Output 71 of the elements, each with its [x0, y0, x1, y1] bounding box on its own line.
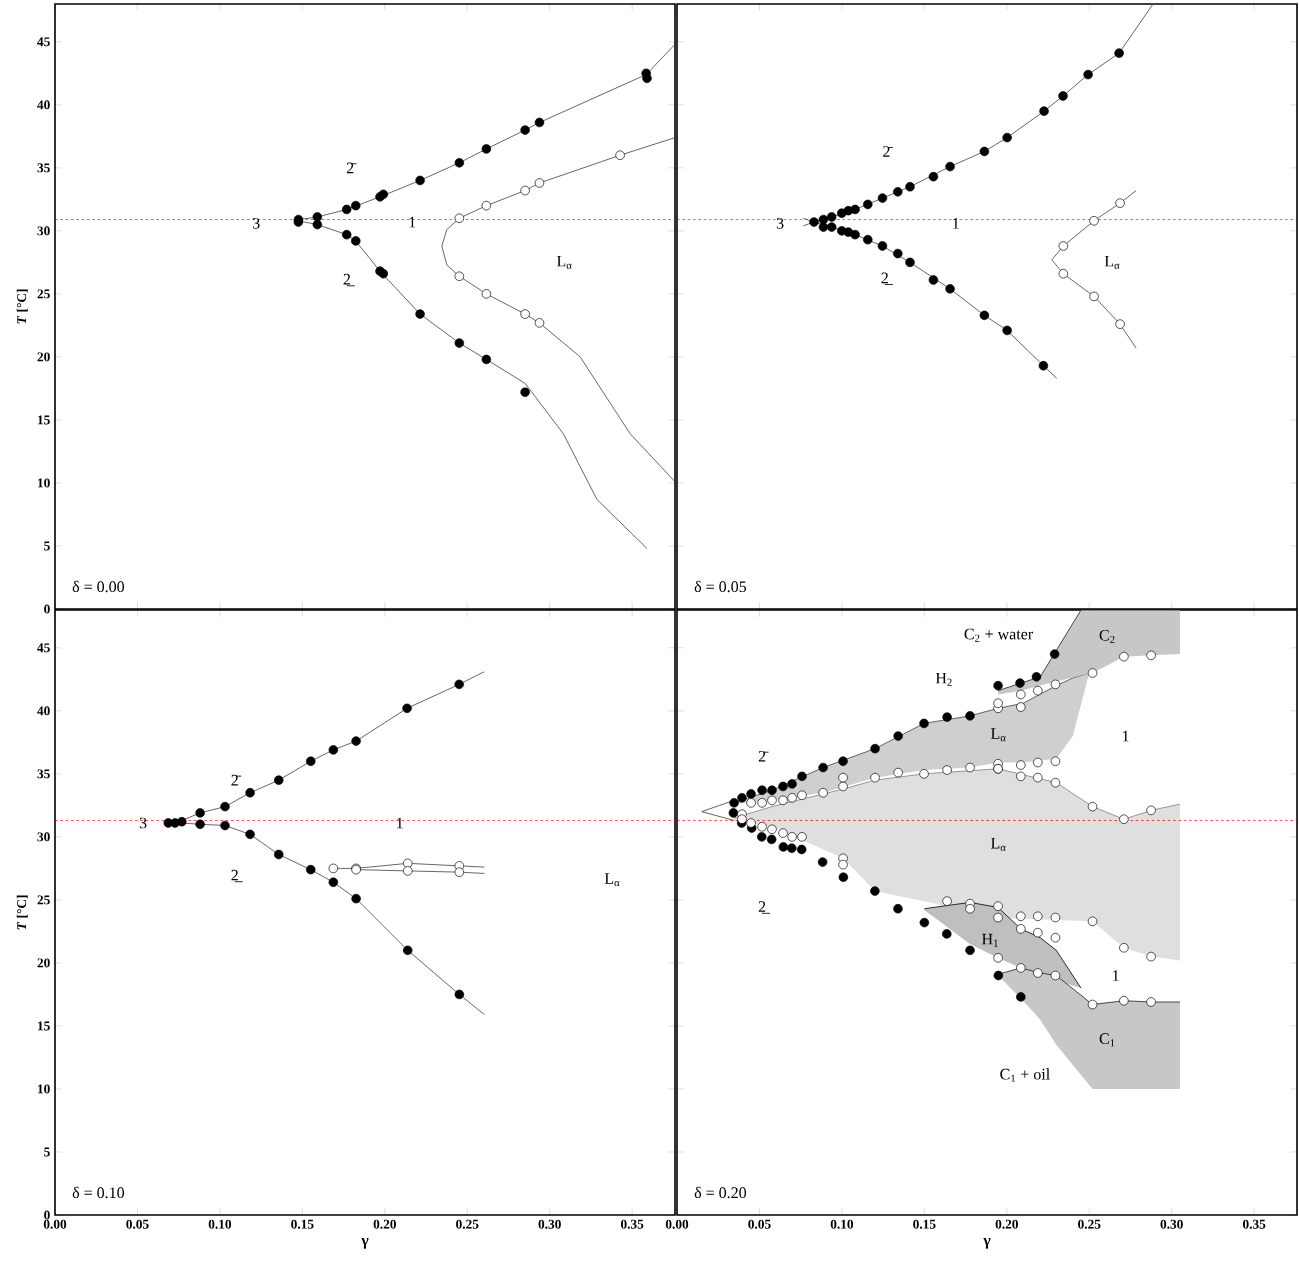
- y-tick-label: 15: [38, 1021, 50, 1031]
- x-axis-title: γ: [983, 1237, 991, 1249]
- annotation: δ = 0.05: [694, 580, 747, 593]
- annotation: 3: [776, 217, 784, 229]
- x-tick-label: 0.20: [373, 1219, 396, 1229]
- annotation: 1: [397, 817, 403, 829]
- y-tick-label: 25: [37, 289, 50, 299]
- y-tick-label: 25: [37, 895, 50, 905]
- y-axis-title: T [°C]: [16, 289, 28, 324]
- y-tick-label: 0: [44, 1210, 50, 1220]
- y-tick-label: 10: [38, 478, 50, 488]
- x-tick-label: 0.05: [748, 1219, 771, 1229]
- y-tick-label: 5: [44, 541, 50, 551]
- y-tick-label: 40: [37, 100, 50, 110]
- annotation: 3: [252, 217, 260, 229]
- annotation: 1: [1122, 730, 1129, 742]
- y-tick-label: 35: [37, 769, 50, 779]
- annotation: δ = 0.10: [72, 1186, 125, 1199]
- annotation: 1: [1113, 970, 1119, 981]
- y-tick-label: 10: [38, 1084, 50, 1094]
- annotation: C$_{1}$ + oil: [1000, 1068, 1050, 1082]
- annotation: 2̄: [231, 774, 242, 786]
- x-tick-label: 0.35: [620, 1219, 644, 1229]
- y-tick-label: 45: [37, 643, 50, 653]
- annotation: C$_{2}$ + water: [964, 628, 1034, 642]
- x-tick-label: 0.25: [1078, 1219, 1101, 1229]
- y-tick-label: 45: [37, 37, 50, 47]
- annotation: 2̄: [346, 162, 357, 174]
- annotation: 2̄: [758, 750, 769, 762]
- y-tick-label: 20: [37, 958, 50, 968]
- y-axis-title: T [°C]: [16, 895, 28, 930]
- y-tick-label: 5: [44, 1147, 50, 1157]
- y-tick-label: 0: [44, 604, 50, 614]
- annotation: L$_{α}$: [604, 873, 620, 887]
- y-tick-label: 40: [37, 706, 50, 716]
- x-axis-title: γ: [361, 1237, 369, 1249]
- y-tick-label: 30: [37, 832, 50, 842]
- annotation: H$_{2}$: [935, 672, 952, 686]
- annotation: H$_{1}$: [981, 933, 998, 947]
- x-tick-label: 0.25: [456, 1219, 479, 1229]
- y-tick-label: 30: [37, 226, 50, 236]
- x-tick-label: 0.20: [995, 1219, 1018, 1229]
- annotation: 2̲: [758, 901, 771, 914]
- annotation: 2̲: [881, 272, 893, 285]
- annotation: δ = 0.00: [72, 580, 125, 593]
- annotation: δ = 0.20: [694, 1186, 747, 1199]
- x-tick-label: 0.10: [208, 1219, 232, 1229]
- x-tick-label: 0.10: [830, 1219, 854, 1229]
- annotation: L$_{α}$: [991, 728, 1006, 742]
- annotation: L$_{α}$: [991, 837, 1006, 851]
- x-tick-label: 0.35: [1242, 1219, 1266, 1229]
- y-tick-label: 35: [37, 163, 50, 173]
- annotation: C$_{2}$: [1099, 629, 1115, 643]
- x-tick-label: 0.00: [43, 1219, 67, 1229]
- x-tick-label: 0.15: [291, 1219, 314, 1229]
- x-tick-label: 0.05: [126, 1219, 149, 1229]
- y-tick-label: 15: [38, 415, 50, 425]
- annotation: C$_{1}$: [1099, 1033, 1115, 1047]
- annotation: L$_{α}$: [556, 255, 572, 269]
- annotation: 2̲: [343, 273, 355, 287]
- x-tick-label: 0.30: [1160, 1219, 1183, 1229]
- x-tick-label: 0.15: [913, 1219, 936, 1229]
- x-tick-label: 0.30: [538, 1219, 561, 1229]
- annotation: 2̲: [231, 869, 243, 883]
- annotation: L$_{α}$: [1104, 255, 1120, 269]
- annotation: 1: [953, 218, 959, 229]
- annotation: 3: [139, 817, 147, 829]
- y-tick-label: 20: [37, 352, 50, 362]
- annotation: 1: [409, 216, 416, 228]
- x-tick-label: 0.00: [665, 1219, 689, 1229]
- annotation: 2̄: [883, 146, 893, 157]
